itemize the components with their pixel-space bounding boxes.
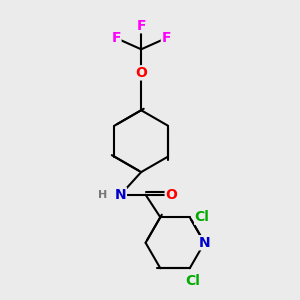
Text: O: O: [165, 188, 177, 202]
Text: F: F: [111, 31, 121, 45]
Text: H: H: [98, 190, 107, 200]
Text: Cl: Cl: [185, 274, 200, 288]
Text: N: N: [199, 236, 210, 250]
Text: O: O: [135, 66, 147, 80]
Text: Cl: Cl: [195, 210, 210, 224]
Text: F: F: [161, 31, 171, 45]
Text: F: F: [136, 19, 146, 33]
Text: N: N: [115, 188, 126, 202]
